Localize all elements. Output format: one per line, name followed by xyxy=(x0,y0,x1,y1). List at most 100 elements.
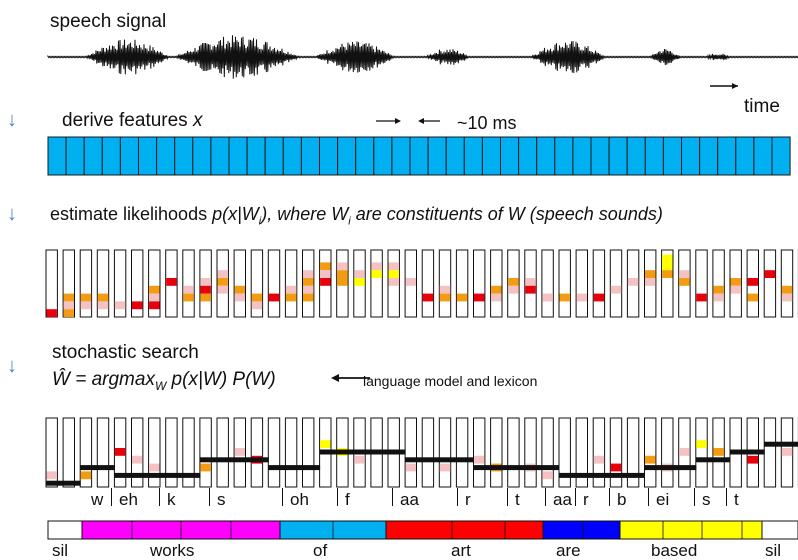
likelihood-cell xyxy=(508,285,519,294)
features-var: x xyxy=(192,110,203,131)
search-column xyxy=(661,417,674,488)
search-column xyxy=(267,417,281,488)
best-path-segment xyxy=(730,449,748,455)
feature-frame xyxy=(463,136,483,176)
best-path-segment xyxy=(610,472,628,478)
likelihood-cell xyxy=(439,293,451,302)
likelihoods-label: estimate likelihoods p(x|Wi), where Wi a… xyxy=(50,205,663,228)
search-cell xyxy=(320,440,331,448)
phone-label: eh xyxy=(119,490,138,509)
likelihood-cell xyxy=(662,270,673,278)
likelihood-column xyxy=(490,249,503,318)
likelihood-cell xyxy=(251,301,263,310)
word-label: works xyxy=(150,541,195,560)
best-path-segment xyxy=(712,457,731,463)
likelihood-column xyxy=(182,249,195,318)
phone-label: r xyxy=(583,490,589,509)
best-path-segment xyxy=(336,449,355,455)
search-cell xyxy=(149,463,160,472)
search-cell xyxy=(781,448,793,456)
phone-label: aa xyxy=(400,490,419,509)
step-arrow-icon: ↓ xyxy=(7,203,17,225)
search-cell xyxy=(405,463,416,472)
best-path-segment xyxy=(473,465,492,471)
search-cell xyxy=(645,455,656,464)
feature-frame xyxy=(337,136,357,176)
likelihood-cell xyxy=(63,293,74,302)
step-arrow-icon: ↓ xyxy=(7,109,17,131)
likelihood-column xyxy=(541,249,554,318)
best-path-segment xyxy=(541,465,560,471)
speech-waveform xyxy=(47,35,798,89)
likelihood-cell xyxy=(371,270,382,278)
word-segment xyxy=(619,520,763,540)
likelihood-cell xyxy=(730,285,741,294)
best-path-segment xyxy=(80,465,98,471)
search-column xyxy=(490,417,503,488)
search-cell xyxy=(46,471,57,480)
search-cell xyxy=(713,448,724,456)
feature-frame xyxy=(355,136,375,176)
search-cell xyxy=(542,471,553,480)
likelihood-cell xyxy=(764,270,776,278)
feature-frame xyxy=(427,136,447,176)
likelihood-column xyxy=(233,249,247,318)
phone-label: f xyxy=(345,490,350,509)
likelihood-cell xyxy=(303,285,314,294)
feature-frame xyxy=(210,136,230,176)
feature-frame xyxy=(119,136,140,176)
likelihood-cell xyxy=(713,293,724,302)
likelihood-cell xyxy=(662,254,673,263)
best-path-segment xyxy=(114,472,132,478)
best-path-segment xyxy=(644,465,663,471)
word-label: sil xyxy=(765,541,782,560)
likelihood-column xyxy=(370,249,383,318)
likelihoods-formula-a: p(x|W xyxy=(212,204,259,224)
lm-arrowhead xyxy=(331,374,339,382)
best-path-segment xyxy=(524,465,543,471)
best-path-segment xyxy=(148,472,167,478)
likelihood-cell xyxy=(200,285,211,294)
search-column xyxy=(507,417,520,488)
likelihood-cell xyxy=(371,262,382,271)
search-column xyxy=(79,417,93,488)
likelihood-cell xyxy=(200,278,211,286)
phone-divider xyxy=(282,488,283,506)
best-path-segment xyxy=(388,449,406,455)
search-column xyxy=(644,417,657,488)
likelihood-cell xyxy=(149,301,160,310)
feature-frame xyxy=(138,136,158,176)
word-segment xyxy=(542,520,621,540)
search-column xyxy=(473,417,486,488)
likelihood-cell xyxy=(405,278,416,286)
phone-divider xyxy=(694,488,695,506)
phone-label: t xyxy=(515,490,520,509)
search-column xyxy=(524,417,537,488)
feature-frame xyxy=(681,136,701,176)
search-cell xyxy=(679,448,690,456)
likelihood-cell xyxy=(268,293,280,302)
search-cell xyxy=(439,463,451,472)
search-cell xyxy=(234,448,245,456)
search-cell xyxy=(747,455,758,464)
feature-frame xyxy=(65,136,85,176)
likelihood-cell xyxy=(285,285,297,294)
search-label: stochastic search xyxy=(52,342,199,363)
likelihood-cell xyxy=(337,278,348,286)
feature-frame xyxy=(47,136,67,176)
best-path-segment xyxy=(456,457,474,463)
best-path-segment xyxy=(781,441,798,447)
phone-divider xyxy=(392,488,393,506)
likelihood-column xyxy=(45,249,58,318)
speech-signal-label: speech signal xyxy=(50,11,167,32)
likelihood-column xyxy=(763,249,777,318)
phone-label: b xyxy=(617,490,627,509)
likelihood-cell xyxy=(200,293,211,302)
likelihood-cell xyxy=(713,285,724,294)
word-label: are xyxy=(556,541,581,560)
phone-divider xyxy=(337,488,338,506)
feature-frame xyxy=(608,136,628,176)
feature-frame xyxy=(409,136,429,176)
search-column xyxy=(199,417,212,488)
